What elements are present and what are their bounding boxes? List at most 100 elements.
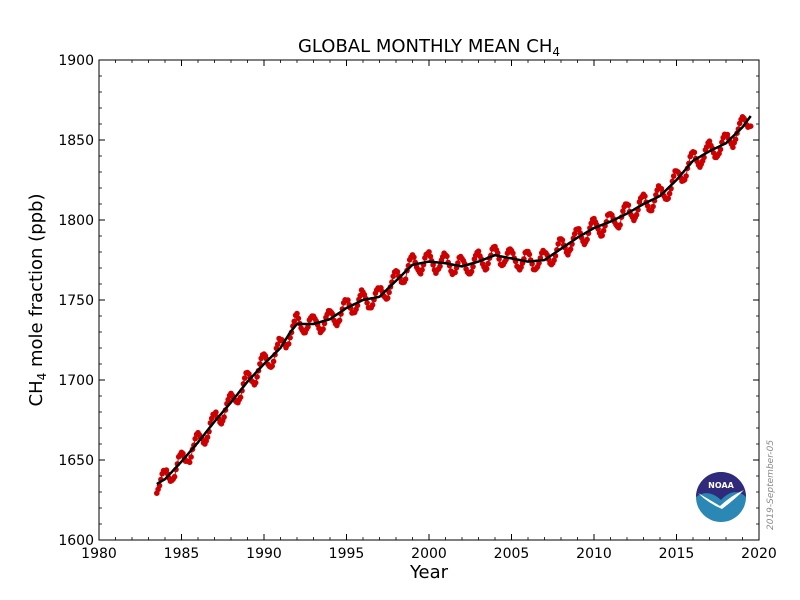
monthly-point xyxy=(221,414,227,420)
logo-text: NOAA xyxy=(708,481,734,490)
monthly-point xyxy=(475,248,482,254)
monthly-point xyxy=(269,363,276,369)
monthly-point xyxy=(213,409,219,416)
monthly-point xyxy=(730,144,736,151)
monthly-point xyxy=(390,273,397,280)
monthly-point xyxy=(384,295,391,301)
monthly-point xyxy=(620,208,626,214)
monthly-point xyxy=(555,241,561,247)
monthly-point xyxy=(386,289,392,296)
monthly-point xyxy=(430,262,436,268)
monthly-point xyxy=(599,232,605,239)
monthly-point xyxy=(252,379,259,386)
monthly-point xyxy=(706,138,713,144)
monthly-point xyxy=(241,375,248,381)
date-stamp: 2019-September-05 xyxy=(766,440,776,530)
monthly-point xyxy=(600,227,607,234)
monthly-point xyxy=(204,434,211,441)
monthly-point xyxy=(559,237,566,243)
y-axis-title: CH4 mole fraction (ppb) xyxy=(26,193,49,406)
monthly-point xyxy=(666,190,673,197)
monthly-point xyxy=(584,236,590,243)
monthly-line xyxy=(156,115,751,494)
monthly-point xyxy=(710,150,717,156)
monthly-point xyxy=(633,212,640,218)
monthly-point xyxy=(426,249,432,255)
y-tick-label: 1900 xyxy=(58,53,94,69)
monthly-point xyxy=(364,300,370,306)
monthly-point xyxy=(274,341,281,348)
monthly-point xyxy=(291,318,298,325)
monthly-point xyxy=(411,254,417,260)
monthly-point xyxy=(437,263,443,270)
monthly-point xyxy=(237,394,244,401)
monthly-point xyxy=(510,250,516,256)
monthly-point xyxy=(732,136,739,143)
monthly-point xyxy=(470,263,476,270)
monthly-point xyxy=(670,173,677,179)
monthly-point xyxy=(270,358,277,365)
monthly-point xyxy=(691,149,698,156)
x-tick-label: 2010 xyxy=(576,546,612,562)
monthly-point xyxy=(496,256,502,262)
plot-frame xyxy=(98,59,760,541)
monthly-point xyxy=(617,222,623,228)
monthly-point xyxy=(452,269,458,276)
y-tick-label: 1800 xyxy=(58,213,94,229)
x-tick-label: 2020 xyxy=(741,546,777,562)
monthly-point xyxy=(336,317,343,324)
monthly-point xyxy=(483,265,490,272)
x-tick-label: 1985 xyxy=(164,546,200,562)
monthly-point xyxy=(394,268,401,275)
tick-labels: 1980 1985 1990 1995 2000 2005 2010 2015 2020 1600… xyxy=(58,53,776,562)
monthly-point xyxy=(402,276,409,283)
monthly-point xyxy=(625,202,632,208)
monthly-point xyxy=(650,203,656,210)
monthly-point xyxy=(419,267,425,273)
monthly-point xyxy=(294,310,300,317)
y-tick-label: 1700 xyxy=(58,373,94,389)
monthly-point xyxy=(295,315,302,322)
monthly-point xyxy=(642,193,648,199)
x-tick-label: 1980 xyxy=(81,546,117,562)
monthly-point xyxy=(567,246,574,252)
monthly-point xyxy=(192,435,198,442)
y-tick-label: 1750 xyxy=(58,293,94,309)
monthly-point xyxy=(188,454,194,460)
monthly-point xyxy=(724,131,731,138)
y-tick-label: 1600 xyxy=(58,533,94,549)
monthly-point xyxy=(171,473,178,480)
monthly-point xyxy=(551,257,557,264)
axis-ticks xyxy=(98,59,760,541)
monthly-point xyxy=(683,173,689,179)
monthly-point xyxy=(468,268,475,275)
y-tick-label: 1650 xyxy=(58,453,94,469)
chart-title: GLOBAL MONTHLY MEAN CH4 xyxy=(298,36,560,59)
monthly-point xyxy=(285,341,292,347)
x-tick-label: 1990 xyxy=(246,546,282,562)
monthly-point xyxy=(717,146,724,153)
x-axis-title: Year xyxy=(409,562,449,583)
monthly-point xyxy=(345,297,351,303)
x-tick-label: 1995 xyxy=(329,546,365,562)
monthly-point xyxy=(186,459,193,466)
monthly-point xyxy=(427,253,434,260)
monthly-point xyxy=(305,324,311,330)
trend-line xyxy=(156,115,752,486)
monthly-point xyxy=(254,374,260,380)
y-tick-label: 1850 xyxy=(58,133,94,149)
x-tick-label: 2015 xyxy=(659,546,695,562)
monthly-point xyxy=(526,251,533,258)
plot-area xyxy=(154,114,754,497)
noaa-logo: NOAA xyxy=(696,472,746,522)
monthly-point xyxy=(369,302,376,308)
monthly-point xyxy=(485,260,491,267)
x-tick-label: 2000 xyxy=(411,546,447,562)
monthly-point xyxy=(747,123,754,129)
x-tick-label: 2005 xyxy=(494,546,530,562)
monthly-point xyxy=(665,195,671,202)
monthly-point xyxy=(444,253,450,260)
monthly-point xyxy=(320,326,326,332)
monthly-point xyxy=(576,226,582,232)
